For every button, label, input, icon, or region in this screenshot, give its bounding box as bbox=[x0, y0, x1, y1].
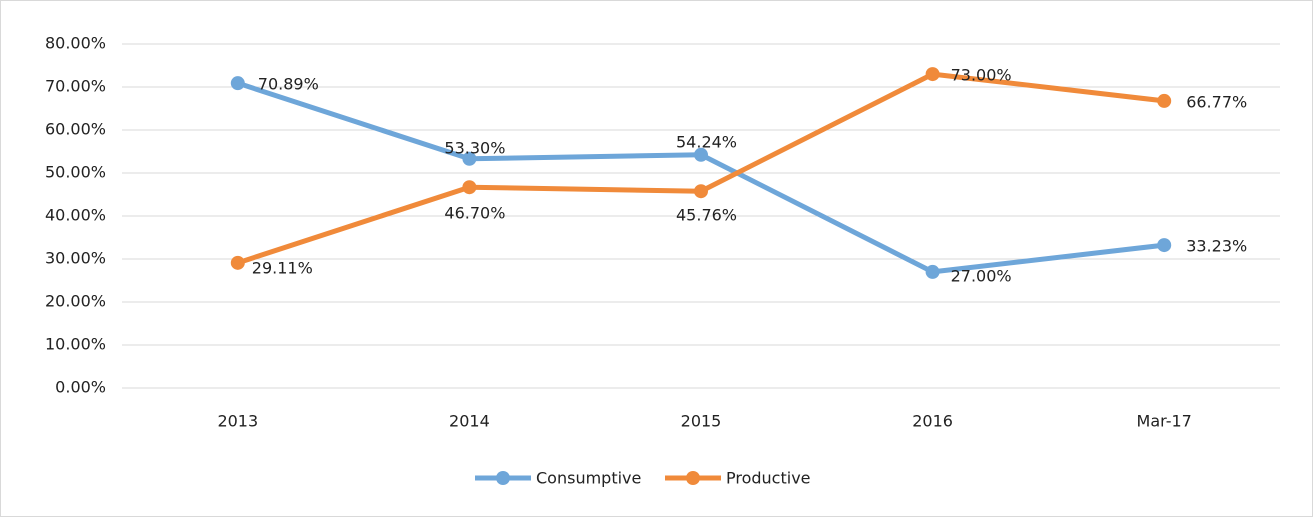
y-tick-label: 40.00% bbox=[45, 206, 106, 225]
data-label: 70.89% bbox=[258, 75, 319, 94]
y-tick-label: 50.00% bbox=[45, 163, 106, 182]
point bbox=[694, 147, 708, 162]
y-tick-label: 10.00% bbox=[45, 335, 106, 354]
data-label: 29.11% bbox=[252, 258, 313, 277]
y-tick-label: 20.00% bbox=[45, 292, 106, 311]
point bbox=[1157, 238, 1172, 253]
data-label: 54.24% bbox=[676, 132, 737, 151]
y-tick-label: 70.00% bbox=[45, 77, 106, 96]
data-label: 53.30% bbox=[444, 138, 505, 157]
data-label: 45.76% bbox=[676, 206, 737, 225]
point bbox=[462, 151, 477, 166]
data-label: 27.00% bbox=[951, 266, 1012, 285]
x-tick-label: 2015 bbox=[681, 412, 722, 431]
data-label: 66.77% bbox=[1186, 92, 1247, 111]
x-tick-label: Mar-17 bbox=[1137, 412, 1192, 431]
x-tick-label: 2016 bbox=[912, 412, 953, 431]
point bbox=[230, 76, 245, 91]
data-label: 73.00% bbox=[951, 66, 1012, 85]
legend-marker bbox=[496, 471, 510, 485]
legend-label: Consumptive bbox=[536, 469, 641, 488]
point bbox=[925, 67, 940, 82]
point bbox=[925, 264, 940, 279]
point bbox=[462, 180, 477, 195]
point bbox=[230, 255, 245, 270]
y-tick-label: 0.00% bbox=[55, 378, 106, 397]
y-tick-label: 60.00% bbox=[45, 120, 106, 139]
data-label: 46.70% bbox=[444, 204, 505, 223]
data-label: 33.23% bbox=[1186, 237, 1247, 256]
point bbox=[694, 184, 708, 199]
point bbox=[1157, 93, 1172, 108]
x-tick-label: 2013 bbox=[217, 412, 258, 431]
legend-label: Productive bbox=[726, 469, 811, 488]
y-tick-label: 30.00% bbox=[45, 249, 106, 268]
x-tick-label: 2014 bbox=[449, 412, 490, 431]
legend-marker bbox=[686, 471, 700, 485]
y-tick-label: 80.00% bbox=[45, 34, 106, 53]
